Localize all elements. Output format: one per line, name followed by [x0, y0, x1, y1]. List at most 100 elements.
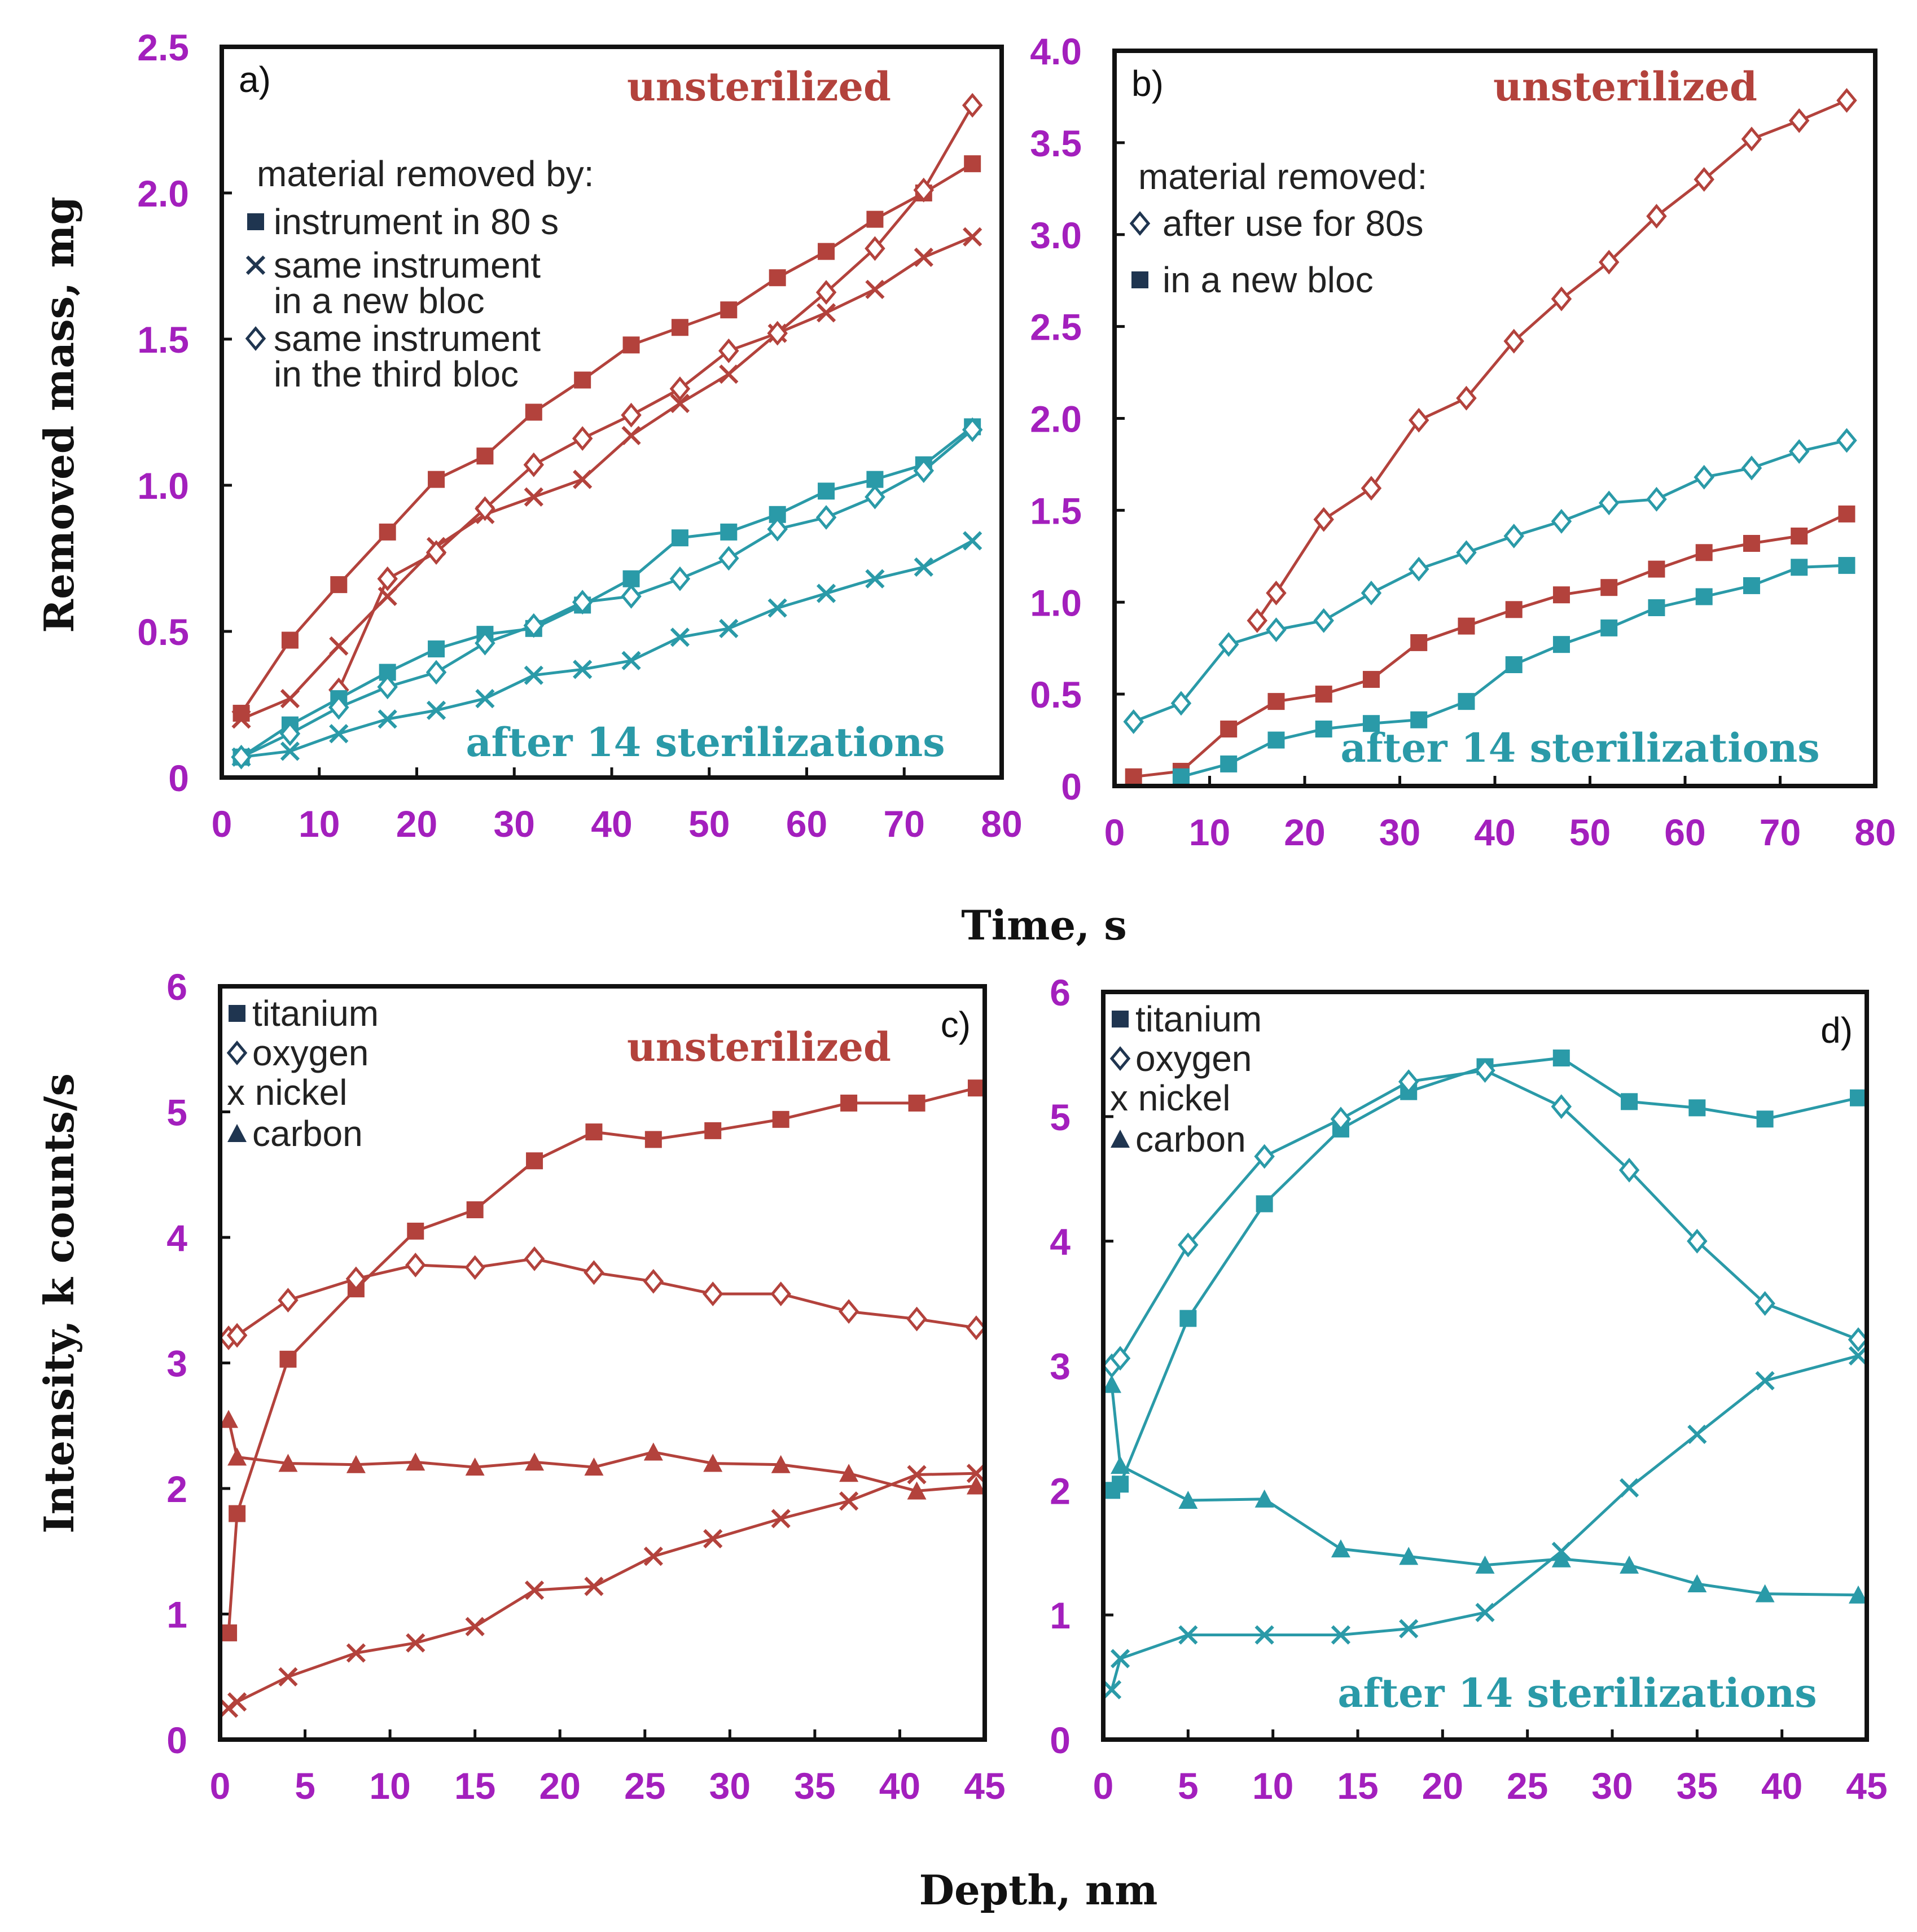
data-point	[963, 227, 982, 247]
series-line	[227, 1472, 976, 1710]
series-line	[240, 425, 973, 758]
x-tick-label: 30	[1379, 811, 1420, 853]
series-unsterilized-same-instrument-in-the-third-bloc	[328, 93, 983, 702]
data-point	[1551, 286, 1572, 311]
x-tick-label: 50	[1569, 811, 1611, 853]
data-point	[229, 1505, 246, 1522]
data-point	[913, 177, 935, 203]
data-point	[1313, 507, 1334, 532]
data-point	[1791, 527, 1808, 545]
data-point	[425, 660, 447, 685]
data-point	[1503, 328, 1524, 354]
y-tick-label: 2.5	[137, 27, 189, 68]
data-point	[524, 1580, 545, 1600]
data-point	[907, 1481, 927, 1500]
series-oxygen	[218, 1246, 987, 1350]
data-point	[475, 496, 495, 521]
data-point	[1646, 204, 1667, 229]
legend-entry: material removed:	[1138, 156, 1427, 197]
data-point	[704, 1122, 722, 1139]
data-point	[671, 529, 688, 547]
legend-entry: same instrument	[274, 318, 541, 359]
data-point	[1172, 768, 1190, 785]
series-line	[1111, 1069, 1859, 1367]
x-tick-label: 30	[1591, 1765, 1633, 1807]
series-line	[1133, 512, 1848, 779]
data-point	[1619, 1478, 1639, 1498]
y-tick-label: 5	[166, 1092, 187, 1134]
data-point	[767, 516, 788, 542]
legend-marker	[227, 1124, 247, 1142]
data-point	[1456, 540, 1477, 565]
legend-entry: same instrument	[274, 245, 541, 286]
data-point	[865, 279, 885, 300]
data-point	[1741, 455, 1762, 481]
data-point	[278, 1667, 298, 1687]
series-line	[240, 235, 973, 721]
legend-entry: carbon	[1135, 1119, 1246, 1160]
legend-entry: in a new bloc	[1163, 260, 1374, 300]
data-point	[573, 469, 593, 489]
series-line	[337, 104, 974, 691]
data-point	[329, 636, 349, 656]
x-tick-label: 10	[299, 803, 340, 845]
series-line	[1110, 1384, 1859, 1597]
data-point	[1848, 1327, 1869, 1353]
series-unsterilized-in-a-new-bloc	[1125, 505, 1855, 785]
data-point	[718, 338, 739, 363]
y-tick-label: 0.5	[137, 611, 189, 653]
series-titanium	[220, 1079, 985, 1641]
legend-entry: x nickel	[227, 1072, 347, 1113]
data-point	[346, 1643, 366, 1663]
data-point	[1755, 1584, 1775, 1602]
series-carbon	[1102, 1375, 1868, 1604]
legend-marker	[229, 1005, 245, 1022]
data-point	[866, 210, 884, 228]
data-point	[1755, 1371, 1775, 1391]
data-point	[1688, 1099, 1706, 1117]
data-point	[1848, 1346, 1868, 1365]
data-point	[1109, 1346, 1131, 1371]
sterilized-label: after 14 sterilizations	[1340, 725, 1819, 771]
data-point	[464, 1255, 485, 1280]
data-point	[379, 523, 396, 541]
data-point	[914, 247, 933, 267]
series-carbon	[219, 1410, 986, 1500]
y-tick-label: 3.5	[1030, 122, 1082, 164]
data-point	[573, 660, 593, 679]
legend-entry: after use for 80s	[1163, 203, 1423, 244]
data-point	[1315, 686, 1332, 703]
y-tick-label: 1	[1050, 1595, 1071, 1636]
data-point	[1178, 1491, 1198, 1509]
x-tick-label: 20	[396, 803, 437, 845]
panel-c: 0 5 10 15 20 25 30 35 40 450123456c)unsterilizedt…	[166, 966, 1005, 1807]
data-point	[906, 1306, 927, 1332]
data-point	[584, 1260, 604, 1285]
series-line	[1133, 439, 1847, 723]
data-point	[967, 1079, 985, 1097]
data-point	[227, 1692, 247, 1712]
data-point	[466, 1201, 484, 1219]
legend-entry: in a new bloc	[274, 280, 485, 321]
data-point	[816, 583, 836, 603]
legend-marker	[1131, 271, 1148, 288]
data-point	[815, 505, 837, 530]
unsterilized-label: unsterilized	[627, 63, 891, 110]
data-point	[1741, 126, 1762, 152]
data-point	[526, 1152, 543, 1170]
data-point	[966, 1464, 986, 1483]
series-line	[228, 1257, 977, 1340]
data-point	[281, 631, 299, 649]
x-tick-label: 20	[1284, 811, 1325, 853]
data-point	[1836, 428, 1857, 453]
data-point	[1458, 617, 1475, 635]
y-tick-label: 1.0	[137, 465, 189, 507]
data-point	[1848, 1585, 1868, 1604]
data-point	[525, 403, 542, 421]
data-point	[1456, 385, 1477, 411]
legend-marker	[1129, 211, 1151, 236]
data-point	[584, 1457, 604, 1476]
data-point	[719, 365, 739, 384]
unsterilized-label: unsterilized	[1493, 63, 1757, 110]
data-point	[1743, 577, 1760, 594]
